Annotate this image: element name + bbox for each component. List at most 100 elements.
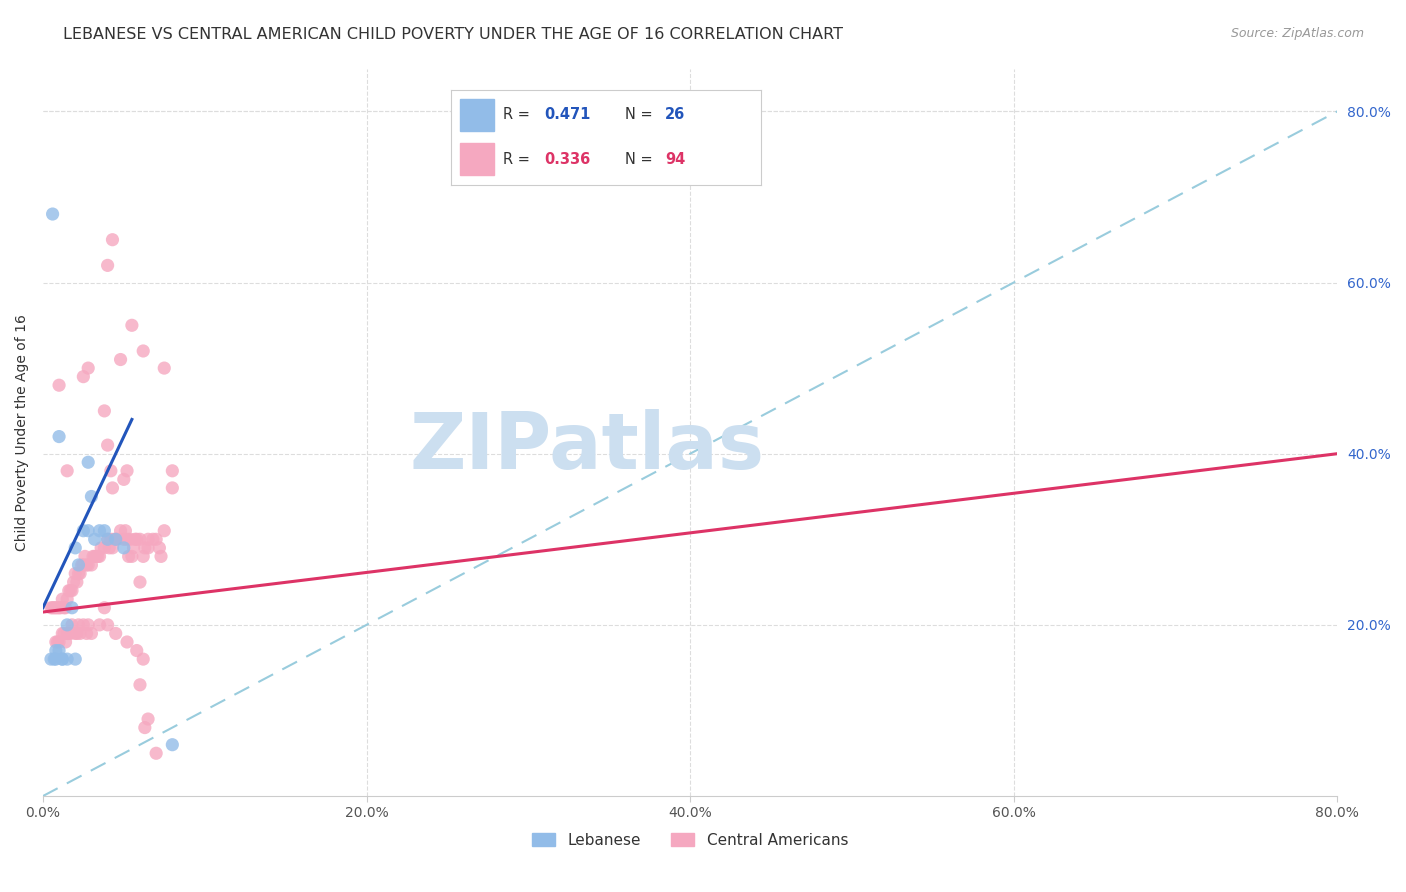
Point bbox=[49, 600, 72, 615]
Point bbox=[46, 600, 69, 615]
Point bbox=[125, 533, 148, 547]
Point bbox=[105, 533, 128, 547]
Point bbox=[120, 533, 142, 547]
Point bbox=[112, 472, 135, 486]
Point bbox=[121, 549, 143, 564]
Point bbox=[77, 558, 100, 572]
Point bbox=[89, 549, 111, 564]
Point bbox=[122, 541, 145, 555]
Point bbox=[132, 343, 155, 358]
Point bbox=[58, 583, 80, 598]
Point bbox=[114, 524, 136, 538]
Point bbox=[46, 635, 69, 649]
Point bbox=[39, 600, 62, 615]
Point bbox=[101, 541, 124, 555]
Point bbox=[153, 361, 176, 376]
Point bbox=[148, 541, 170, 555]
Point bbox=[115, 464, 138, 478]
Point bbox=[56, 592, 79, 607]
Point bbox=[115, 635, 138, 649]
Point bbox=[100, 533, 122, 547]
Point bbox=[59, 583, 82, 598]
Point bbox=[101, 233, 124, 247]
Point bbox=[45, 643, 67, 657]
Point bbox=[66, 626, 89, 640]
Point bbox=[65, 652, 87, 666]
Point bbox=[104, 626, 127, 640]
Point bbox=[162, 481, 184, 495]
Point bbox=[97, 533, 120, 547]
Point bbox=[65, 566, 87, 581]
Point bbox=[51, 652, 73, 666]
Point bbox=[65, 626, 87, 640]
Point bbox=[129, 575, 152, 590]
Point bbox=[98, 541, 121, 555]
Point bbox=[150, 549, 173, 564]
Point bbox=[115, 533, 138, 547]
Point bbox=[89, 618, 111, 632]
Point bbox=[110, 524, 132, 538]
Point bbox=[104, 533, 127, 547]
Point bbox=[48, 378, 70, 392]
Point bbox=[101, 481, 124, 495]
Point bbox=[97, 618, 120, 632]
Point bbox=[136, 533, 159, 547]
Point bbox=[51, 626, 73, 640]
Point bbox=[72, 558, 94, 572]
Point bbox=[45, 635, 67, 649]
Point bbox=[87, 549, 110, 564]
Point bbox=[48, 429, 70, 443]
Point bbox=[129, 678, 152, 692]
Point bbox=[65, 541, 87, 555]
Point bbox=[142, 533, 165, 547]
Point bbox=[118, 549, 141, 564]
Point bbox=[51, 652, 73, 666]
Point bbox=[90, 541, 112, 555]
Point bbox=[51, 592, 73, 607]
Point bbox=[97, 438, 120, 452]
Point bbox=[132, 549, 155, 564]
Point bbox=[112, 541, 135, 555]
Point bbox=[83, 549, 105, 564]
Text: ZIPatlas: ZIPatlas bbox=[409, 409, 763, 485]
Point bbox=[59, 626, 82, 640]
Point bbox=[93, 404, 115, 418]
Point bbox=[48, 643, 70, 657]
Point bbox=[69, 566, 91, 581]
Point bbox=[41, 207, 63, 221]
Point bbox=[44, 652, 66, 666]
Point bbox=[124, 533, 146, 547]
Point bbox=[136, 712, 159, 726]
Point bbox=[45, 600, 67, 615]
Point bbox=[134, 721, 156, 735]
Point bbox=[45, 652, 67, 666]
Point bbox=[67, 566, 90, 581]
Point bbox=[93, 541, 115, 555]
Point bbox=[97, 533, 120, 547]
Text: LEBANESE VS CENTRAL AMERICAN CHILD POVERTY UNDER THE AGE OF 16 CORRELATION CHART: LEBANESE VS CENTRAL AMERICAN CHILD POVER… bbox=[63, 27, 844, 42]
Point bbox=[55, 635, 77, 649]
Point bbox=[76, 626, 98, 640]
Point bbox=[83, 533, 105, 547]
Point bbox=[39, 652, 62, 666]
Point bbox=[66, 575, 89, 590]
Point bbox=[110, 352, 132, 367]
Point bbox=[89, 524, 111, 538]
Point bbox=[162, 464, 184, 478]
Point bbox=[44, 600, 66, 615]
Point bbox=[72, 618, 94, 632]
Point bbox=[72, 524, 94, 538]
Point bbox=[73, 549, 96, 564]
Point bbox=[80, 626, 103, 640]
Point bbox=[67, 618, 90, 632]
Point bbox=[60, 600, 83, 615]
Point bbox=[80, 558, 103, 572]
Point bbox=[60, 583, 83, 598]
Point bbox=[56, 464, 79, 478]
Point bbox=[41, 600, 63, 615]
Point bbox=[67, 558, 90, 572]
Point bbox=[52, 626, 75, 640]
Point bbox=[58, 626, 80, 640]
Point bbox=[103, 533, 125, 547]
Point bbox=[93, 524, 115, 538]
